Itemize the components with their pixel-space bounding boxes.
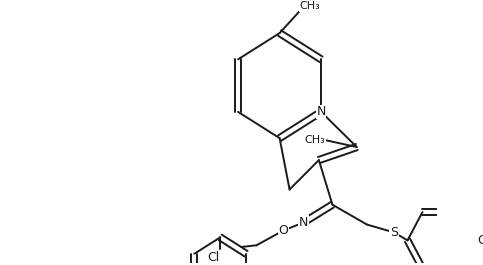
Text: CH₃: CH₃ [299, 1, 320, 11]
Text: N: N [299, 216, 308, 229]
Text: N: N [316, 105, 326, 118]
Text: S: S [390, 226, 398, 239]
Text: Cl: Cl [207, 251, 219, 264]
Text: Cl: Cl [477, 234, 483, 247]
Text: O: O [279, 224, 288, 237]
Text: CH₃: CH₃ [304, 135, 325, 145]
